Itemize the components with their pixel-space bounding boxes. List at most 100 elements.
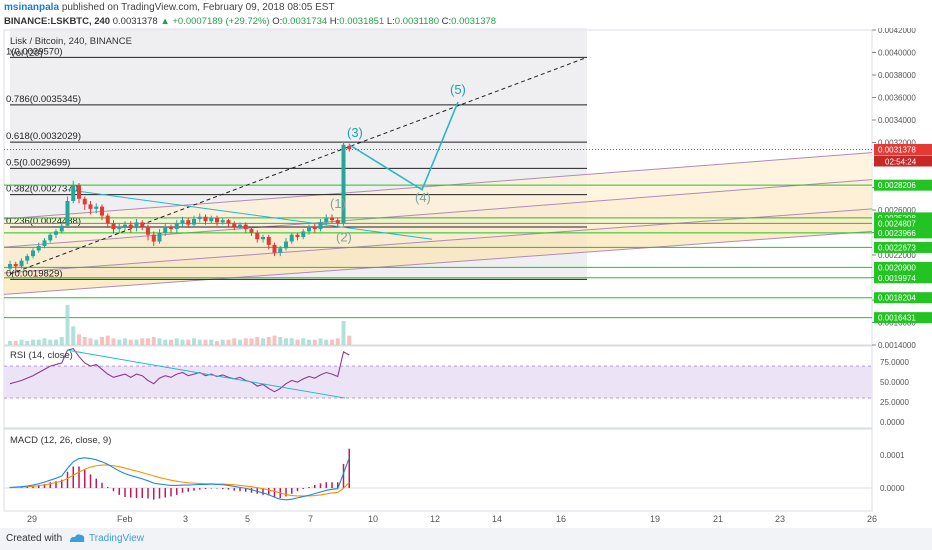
price-tag-box (874, 212, 932, 224)
fib-level-label: 0.236(0.0024488) (6, 216, 81, 227)
price-tag-box (874, 292, 932, 304)
candle-body (232, 223, 237, 227)
volume-bar (169, 339, 173, 345)
candle-body (238, 224, 242, 227)
candle-body (105, 215, 110, 224)
volume-bar (330, 339, 334, 345)
volume-bar (335, 338, 340, 345)
chart-title: Lisk / Bitcoin, 240, BINANCE (10, 36, 132, 47)
wave-label: (5) (450, 82, 466, 97)
time-axis-label: 3 (183, 514, 188, 524)
volume-bar (117, 339, 122, 345)
rsi-axis-label: 0.0000 (880, 418, 905, 427)
candle-body (31, 250, 35, 257)
price-panel: 1(0.0039570) 0.786(0.0035345) 0.618(0.0032… (3, 28, 873, 345)
volume-bar (19, 339, 24, 345)
macd-panel: 0.0001 0.0000 (4, 448, 905, 501)
low-value: 0.0031180 (394, 16, 439, 27)
time-axis-label: 26 (867, 514, 877, 524)
volume-bar (105, 335, 110, 345)
wave-label: (2) (336, 230, 352, 245)
rsi-title: RSI (14, close) (10, 350, 73, 361)
volume-bar (151, 337, 156, 345)
change-up-icon: ▲ (160, 16, 170, 27)
price-tag-box (874, 261, 932, 273)
price-axis[interactable]: 0.0042000 0.0040000 0.0038000 0.0036000 0.00… (872, 28, 932, 350)
candle-body (123, 224, 127, 227)
high-value: 0.0031851 (339, 16, 385, 27)
volume-bar (255, 337, 260, 345)
macd-title: MACD (12, 26, close, 9) (10, 435, 111, 446)
price-tag-label: 0.0028206 (878, 181, 916, 190)
volume-bar (192, 338, 196, 345)
candle-body (215, 217, 219, 223)
price-tag-label: 0.0023966 (878, 229, 916, 238)
candle-body (226, 220, 231, 224)
volume-bar (123, 338, 127, 345)
countdown-box (874, 155, 932, 167)
candle-body (324, 217, 329, 223)
volume-bar (100, 337, 104, 345)
macd-line (9, 457, 350, 501)
volume-bar (226, 339, 231, 345)
footer: Created with TradingView (0, 528, 932, 550)
volume-bar (134, 339, 139, 345)
rsi-line (9, 347, 350, 393)
volume-bar (341, 321, 346, 345)
volume-label: Vol (20) (10, 48, 43, 59)
price-axis-label: 0.0014000 (878, 341, 916, 350)
volume-bar (203, 339, 208, 345)
time-axis-label: 21 (713, 514, 723, 524)
volume-bar (243, 338, 248, 345)
volume-bar (238, 339, 242, 345)
volume-bar (295, 339, 300, 345)
time-axis[interactable]: 29 Feb 3 5 7 10 12 14 16 19 21 23 26 (27, 514, 877, 524)
macd-axis-label: 0.0001 (880, 451, 905, 460)
low-label: L: (386, 16, 395, 27)
price-axis-label: 0.0022000 (878, 251, 916, 260)
candle-body (13, 264, 18, 267)
candle-body (25, 256, 30, 261)
volume-bar (284, 338, 288, 345)
price-tag-box (874, 272, 932, 284)
tradingview-logo-icon (68, 532, 86, 547)
price-tag-box (874, 143, 932, 155)
volume-bar (289, 338, 294, 345)
chart-area[interactable]: 1(0.0039570) 0.786(0.0035345) 0.618(0.0032… (0, 28, 932, 536)
candle-body (151, 234, 156, 242)
candle-body (284, 241, 288, 249)
volume-bar (42, 338, 47, 345)
volume-bar (88, 338, 93, 345)
volume-bar (48, 339, 53, 345)
price-tag-label: 0.0024807 (878, 219, 916, 228)
candle-body (111, 223, 116, 230)
volume-bar (197, 339, 202, 345)
volume-bar (59, 337, 64, 345)
tradingview-brand[interactable]: TradingView (89, 533, 145, 544)
volume-bar (163, 339, 168, 345)
rsi-band (4, 366, 872, 399)
candle-body (249, 229, 254, 233)
close-label: C: (441, 16, 452, 27)
volume-bar (146, 338, 150, 345)
trend-dashed-line (9, 56, 588, 275)
volume-bar (249, 338, 254, 345)
rsi-trend-line (67, 349, 346, 399)
volume-bar (111, 338, 116, 345)
author-name[interactable]: msinanpala (4, 2, 60, 13)
volume-bar (82, 337, 87, 345)
volume-bar (278, 337, 283, 345)
candle-body (186, 220, 191, 225)
candle-body (301, 231, 306, 237)
wave-label: (1) (330, 196, 346, 211)
channel-line (3, 152, 873, 220)
volume-bar (220, 339, 225, 345)
candle-body (59, 225, 64, 232)
last-price: 0.0031378 (112, 16, 158, 27)
time-axis-label: Feb (117, 514, 133, 524)
candle-body (203, 216, 208, 222)
candle-body (88, 204, 93, 209)
rsi-axis-label: 75.0000 (880, 358, 909, 367)
volume-bar (140, 338, 145, 345)
volume-bar (215, 341, 219, 345)
